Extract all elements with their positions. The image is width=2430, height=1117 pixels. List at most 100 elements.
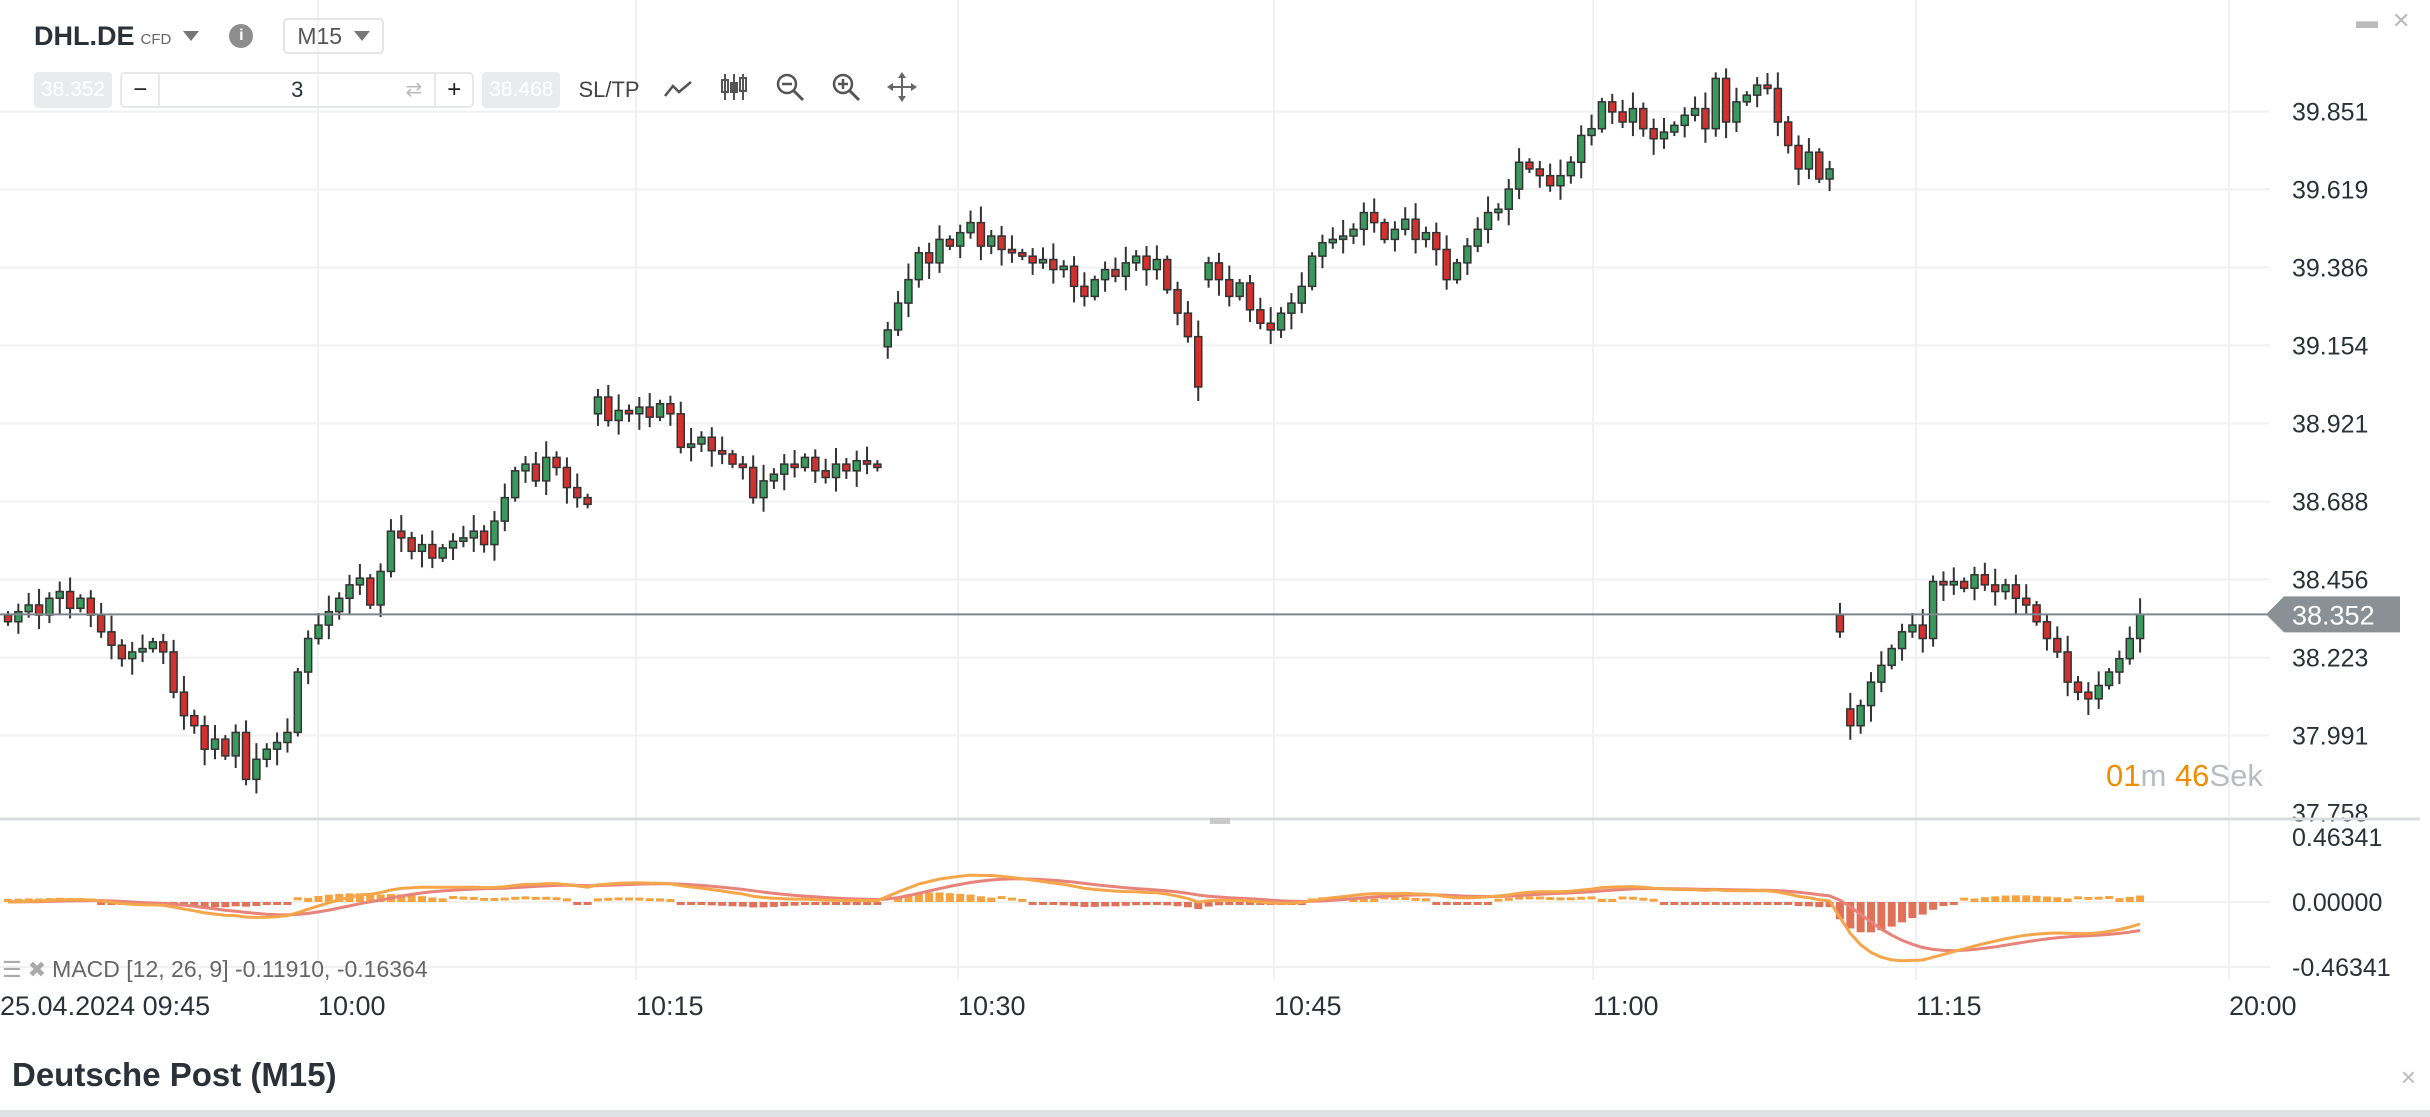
timeframe-value: M15	[297, 22, 343, 49]
remove-indicator-icon[interactable]: ✖	[27, 956, 47, 982]
candle-down	[924, 252, 934, 264]
candle-down	[2053, 637, 2062, 653]
macd-line	[7, 873, 2141, 963]
macd-bar-negative	[97, 902, 106, 905]
macd-bar-positive	[2022, 895, 2031, 902]
macd-bar-positive	[1390, 896, 1399, 900]
macd-bar-negative	[749, 902, 758, 908]
candle-up	[935, 238, 944, 264]
close-panel-button[interactable]: ×	[2400, 1062, 2416, 1092]
candle-down	[1773, 87, 1783, 123]
macd-bar-negative	[1090, 902, 1099, 907]
candle-up	[1235, 282, 1244, 298]
macd-bar-negative	[1773, 902, 1782, 905]
macd-bar-negative	[262, 902, 271, 905]
price-tick-label: 39.851	[2292, 99, 2368, 127]
macd-bar-negative	[1235, 902, 1244, 905]
macd-bar-positive	[1370, 898, 1379, 902]
macd-bar-negative	[1183, 902, 1192, 908]
macd-bar-positive	[945, 893, 954, 902]
candle-up	[800, 456, 810, 469]
line-chart-icon[interactable]	[660, 75, 696, 106]
close-window-button[interactable]: ✕	[2392, 8, 2411, 33]
candle-up	[1908, 624, 1917, 633]
candle-down	[107, 631, 116, 646]
candle-down	[159, 641, 168, 653]
candle-up	[303, 637, 313, 673]
candle-up	[1711, 77, 1720, 130]
increase-button[interactable]: +	[447, 76, 462, 103]
buy-price-button[interactable]: 38.468	[482, 72, 561, 108]
macd-bar-negative	[1846, 902, 1855, 929]
zoom-in-icon[interactable]	[828, 72, 864, 109]
move-icon[interactable]	[884, 71, 920, 109]
pane-resize-handle[interactable]	[1210, 818, 1230, 824]
candle-down	[573, 486, 582, 499]
chart-title: Deutsche Post (M15)	[12, 1056, 337, 1093]
macd-bar-negative	[1660, 902, 1668, 905]
macd-bar-positive	[2011, 895, 2020, 902]
macd-bar-negative	[1059, 902, 1068, 906]
macd-bar-positive	[1525, 896, 1534, 900]
current-price-label: 38.352	[2292, 600, 2375, 630]
macd-bar-positive	[562, 898, 571, 902]
candle-up	[376, 570, 385, 606]
macd-bar-positive	[1546, 897, 1555, 901]
candle-up	[490, 520, 499, 546]
sltp-button[interactable]: SL/TP	[578, 77, 640, 102]
price-tick-label: 37.991	[2292, 722, 2368, 750]
macd-bar-negative	[1049, 902, 1058, 905]
candle-down	[1794, 144, 1803, 170]
minimize-button[interactable]: ▬	[2356, 8, 2378, 33]
indicator-settings-icon[interactable]: ☰	[2, 956, 22, 982]
macd-bar-positive	[1494, 898, 1503, 902]
zoom-out-icon[interactable]	[772, 72, 808, 109]
symbol-name[interactable]: DHL.DE	[34, 20, 135, 51]
candle-up	[904, 278, 913, 304]
macd-bar-negative	[1432, 902, 1441, 905]
macd-bar-negative	[1908, 902, 1917, 919]
candle-down	[717, 449, 727, 455]
candle-up	[1318, 241, 1327, 257]
quantity-input[interactable]: 3 ⇄	[158, 74, 437, 106]
macd-bar-negative	[211, 902, 219, 908]
candle-up	[1866, 681, 1876, 707]
candle-down	[1783, 121, 1793, 147]
macd-bar-positive	[1577, 896, 1586, 900]
candle-up	[1856, 704, 1865, 727]
swap-icon[interactable]: ⇄	[405, 79, 423, 101]
candle-down	[842, 463, 851, 472]
macd-bar-positive	[1380, 896, 1389, 900]
candle-down	[1069, 265, 1079, 288]
macd-bar-negative	[1939, 902, 1948, 906]
macd-bar-negative	[1463, 902, 1472, 905]
macd-histogram	[4, 892, 2145, 933]
candlestick-icon[interactable]	[716, 72, 752, 109]
macd-bar-negative	[790, 902, 799, 906]
symbol-dropdown-icon[interactable]	[183, 31, 200, 41]
macd-bar-positive	[542, 896, 551, 900]
candle-down	[190, 714, 199, 727]
macd-bar-positive	[914, 892, 923, 902]
info-icon[interactable]: i	[229, 24, 254, 48]
candle-up	[14, 610, 23, 623]
instrument-type: CFD	[140, 30, 172, 48]
macd-bar-positive	[1007, 897, 1016, 901]
candle-up	[635, 406, 644, 415]
macd-bar-positive	[614, 897, 623, 901]
candle-up	[1732, 101, 1741, 123]
macd-bar-positive	[1504, 897, 1513, 901]
timeframe-select[interactable]: M15	[283, 18, 385, 54]
symbol-header: DHL.DE CFD i M15	[34, 18, 385, 54]
macd-bar-positive	[1566, 897, 1575, 901]
candle-up	[1204, 262, 1213, 281]
candle-up	[1121, 262, 1131, 278]
candle-up	[521, 463, 530, 472]
candle-up	[2104, 671, 2114, 687]
quantity-stepper[interactable]: − 3 ⇄ +	[120, 72, 475, 108]
sell-price-button[interactable]: 38.352	[34, 72, 113, 108]
macd-bar-negative	[1732, 902, 1741, 905]
candle-up	[500, 496, 510, 522]
decrease-button[interactable]: −	[133, 76, 148, 103]
